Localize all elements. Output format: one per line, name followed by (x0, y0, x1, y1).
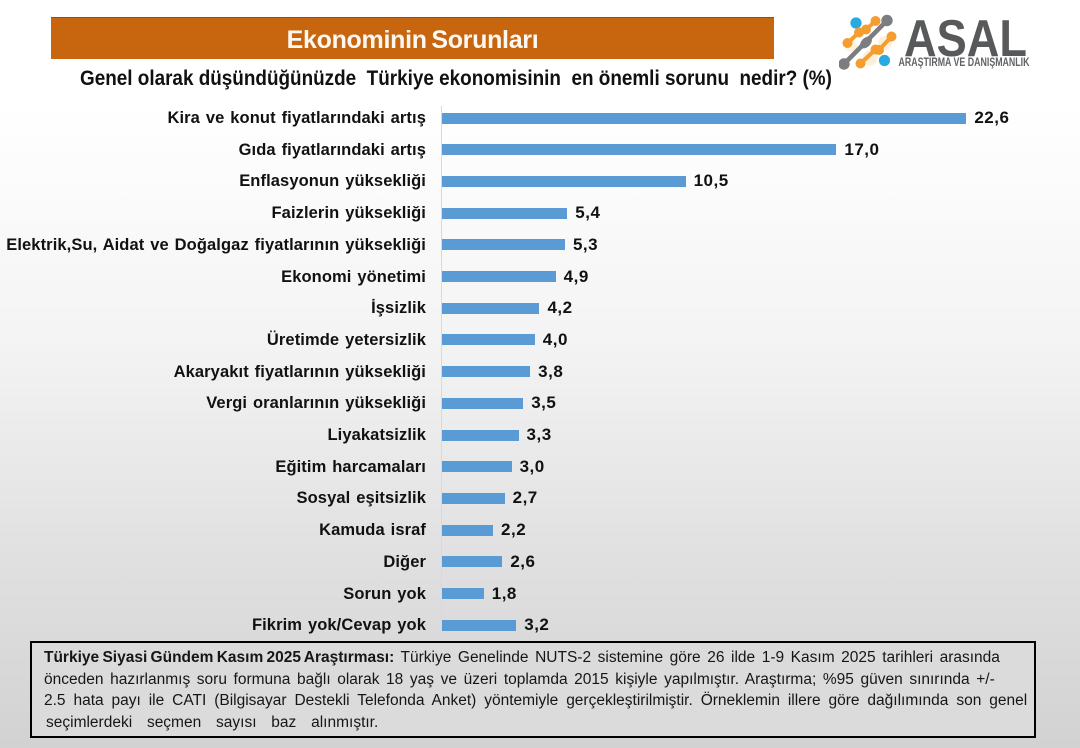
svg-text:ARAŞTIRMA VE DANIŞMANLIK: ARAŞTIRMA VE DANIŞMANLIK (899, 57, 1031, 69)
svg-text:ASAL: ASAL (904, 10, 1027, 68)
